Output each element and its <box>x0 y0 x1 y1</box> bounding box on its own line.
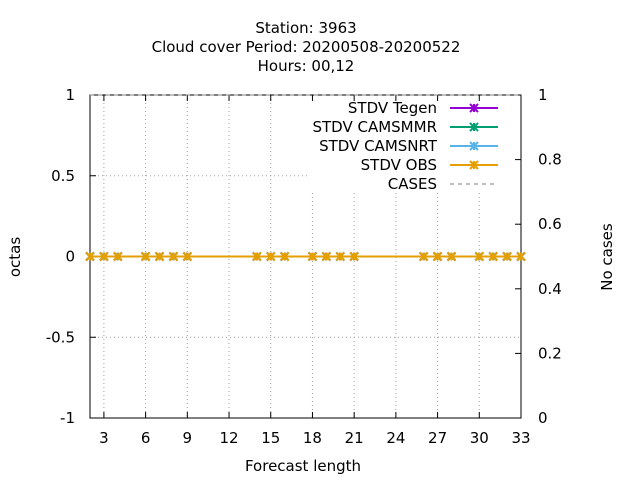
y-tick-label: -0.5 <box>46 328 75 346</box>
legend-marker <box>469 160 479 170</box>
x-tick-label: 18 <box>303 429 322 447</box>
x-tick-label: 30 <box>470 429 489 447</box>
legend-marker <box>469 141 479 151</box>
title-line-period: Cloud cover Period: 20200508-20200522 <box>152 38 461 56</box>
x-tick-label: 15 <box>261 429 280 447</box>
y2-tick-label: 0 <box>538 409 548 427</box>
y2-axis-label: No cases <box>598 223 616 291</box>
series-point <box>154 251 165 262</box>
legend-label: CASES <box>388 175 437 193</box>
series-point <box>488 251 498 262</box>
x-tick-label: 21 <box>345 429 364 447</box>
y2-tick-label: 1 <box>538 86 548 104</box>
legend-label: STDV CAMSNRT <box>319 137 438 155</box>
y2-tick-label: 0.2 <box>538 344 562 362</box>
series-group <box>85 94 526 262</box>
x-tick-label: 12 <box>219 429 238 447</box>
series-point <box>418 251 429 262</box>
y2-axis-ticks: 0 0.2 0.4 0.6 0.8 1 <box>515 86 562 427</box>
series-point <box>502 251 512 262</box>
legend-marker <box>469 103 479 113</box>
y2-tick-label: 0.4 <box>538 280 562 298</box>
x-axis-ticks: 3 6 9 12 15 18 21 24 27 30 33 <box>99 95 531 447</box>
series-point <box>99 251 109 262</box>
series-point <box>140 251 151 262</box>
series-point <box>279 251 290 262</box>
series-point <box>335 251 345 262</box>
x-tick-label: 9 <box>183 429 193 447</box>
y2-tick-label: 0.6 <box>538 215 562 233</box>
y-tick-label: -1 <box>60 409 75 427</box>
y-axis-label: octas <box>6 237 24 277</box>
y-tick-label: 0 <box>65 248 75 266</box>
title-line-hours: Hours: 00,12 <box>258 57 355 75</box>
x-tick-label: 33 <box>511 429 530 447</box>
series-point <box>307 251 318 262</box>
legend-marker <box>469 122 479 132</box>
x-tick-label: 24 <box>386 429 405 447</box>
grid <box>90 95 521 418</box>
series-point <box>446 251 457 262</box>
y-tick-label: 1 <box>65 86 75 104</box>
series-point <box>432 251 443 262</box>
chart-title: Station: 3963 Cloud cover Period: 202005… <box>152 19 461 75</box>
y2-tick-label: 0.8 <box>538 151 562 169</box>
x-tick-label: 27 <box>428 429 447 447</box>
legend-label: STDV OBS <box>361 156 437 174</box>
title-line-station: Station: 3963 <box>255 19 356 37</box>
series-point <box>113 251 123 262</box>
x-tick-label: 6 <box>141 429 151 447</box>
y-tick-label: 0.5 <box>51 167 75 185</box>
x-tick-label: 3 <box>99 429 109 447</box>
series-point <box>252 251 262 262</box>
y-axis-ticks: -1 -0.5 0 0.5 1 <box>46 86 96 427</box>
series-point <box>182 251 193 262</box>
legend-label: STDV CAMSMMR <box>312 118 437 136</box>
series-point <box>516 251 526 262</box>
legend-label: STDV Tegen <box>348 99 437 117</box>
series-point <box>474 251 484 262</box>
series-point <box>168 251 179 262</box>
series-3 <box>85 251 526 262</box>
series-point <box>349 251 359 262</box>
series-point <box>85 251 95 262</box>
series-point <box>321 251 332 262</box>
x-axis-label: Forecast length <box>245 457 361 475</box>
series-point <box>266 251 276 262</box>
